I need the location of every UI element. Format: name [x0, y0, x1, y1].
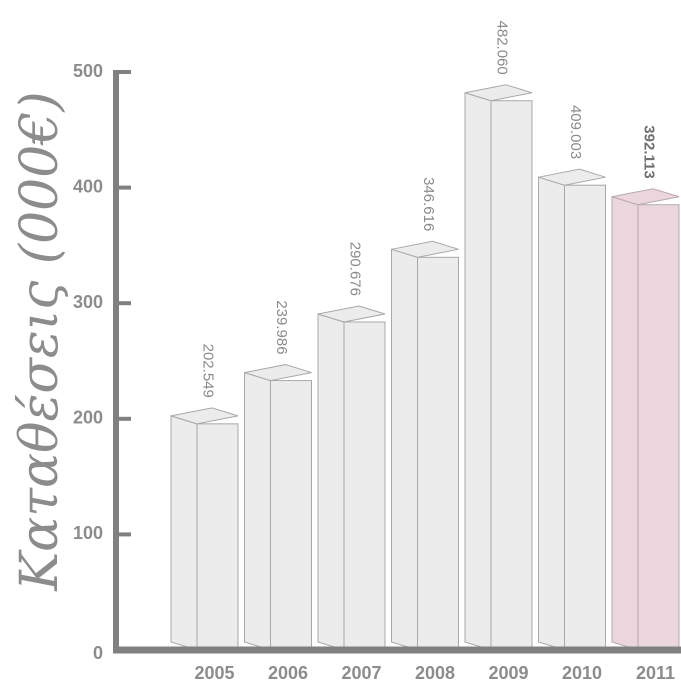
y-tick-label-500: 500 [73, 61, 103, 81]
value-label-2006: 239.986 [273, 300, 290, 354]
bar-2007 [317, 305, 386, 651]
value-label-2007: 290.676 [347, 242, 364, 296]
value-label-2005: 202.549 [200, 344, 217, 398]
bar-2008 [391, 240, 459, 651]
bar-2011 [611, 188, 680, 651]
bar-2006 [244, 364, 312, 651]
x-tick-label-2007: 2007 [341, 663, 381, 683]
x-tick-label-2008: 2008 [415, 663, 455, 683]
y-tick-label-400: 400 [73, 176, 103, 196]
x-tick-label-2005: 2005 [194, 663, 234, 683]
bar-2010 [538, 168, 606, 651]
x-tick-label-2009: 2009 [488, 663, 528, 683]
value-label-2008: 346.616 [420, 177, 437, 231]
bar-2009 [464, 84, 533, 651]
value-label-2011: 392.113 [641, 125, 658, 178]
x-tick-label-2011: 2011 [636, 663, 675, 683]
y-tick-label-0: 0 [93, 643, 103, 663]
x-tick-label-2010: 2010 [562, 663, 602, 683]
value-label-2009: 482.060 [494, 21, 511, 75]
value-label-2010: 409.003 [567, 105, 584, 159]
bar-2005 [170, 407, 239, 651]
x-tick-label-2006: 2006 [268, 663, 308, 683]
y-tick-label-200: 200 [73, 408, 103, 428]
y-tick-label-100: 100 [73, 523, 103, 543]
y-tick-label-300: 300 [73, 292, 103, 312]
